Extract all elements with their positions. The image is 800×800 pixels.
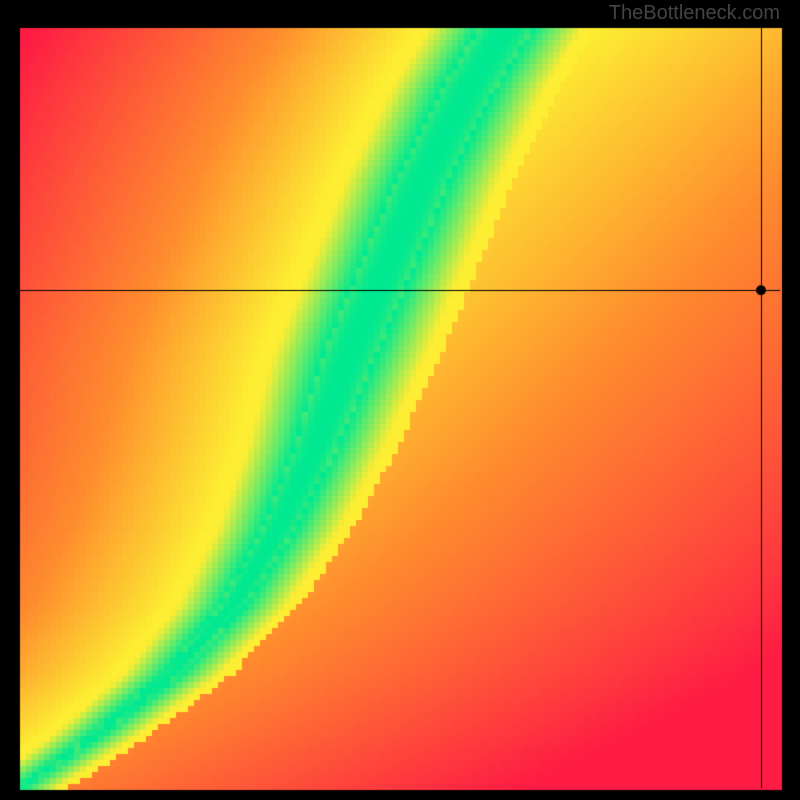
heatmap-canvas — [0, 0, 800, 800]
chart-container: TheBottleneck.com — [0, 0, 800, 800]
